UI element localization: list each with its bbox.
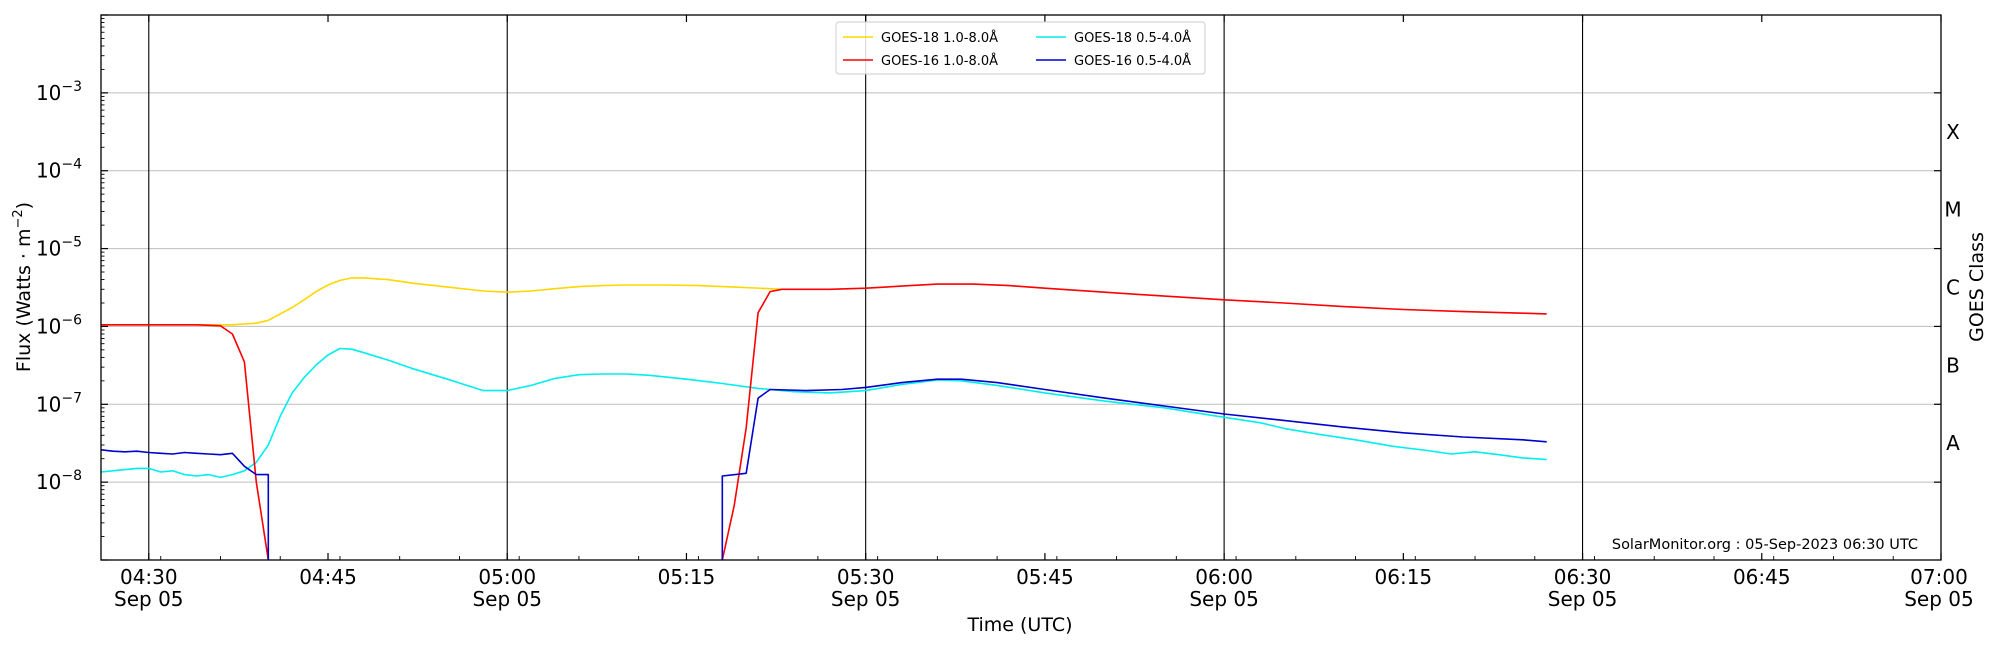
goes-class-label: X [1946,120,1960,144]
legend-label: GOES-16 0.5-4.0Å [1074,53,1191,69]
legend: GOES-18 1.0-8.0Å GOES-16 1.0-8.0Å GOES-18 … [835,21,1206,75]
x-tick-label: 05:45 [1016,565,1074,589]
series-line [101,277,783,326]
goes-class-label: M [1944,198,1961,222]
x-tick-label: 04:45 [299,565,357,589]
x-tick-label: 06:15 [1375,565,1433,589]
goes-class-label: A [1946,431,1960,455]
x-tick-label: 05:30 [837,565,895,589]
y-tick-label: 10−5 [36,235,82,261]
series-line [101,283,1547,561]
series-lines [100,277,1547,561]
x-axis-label: Time (UTC) [966,614,1072,636]
goes-class-label: B [1946,353,1960,377]
x-tick-date-label: Sep 05 [1189,587,1259,611]
plot-frame [100,14,1942,561]
x-tick-label: 04:30 [120,565,178,589]
grid-lines [101,92,1941,483]
x-tick-date-label: Sep 05 [831,587,901,611]
y-axis-ticks: 10−3 10−4 10−5 10−6 10−7 10−8 [36,14,1941,561]
x-tick-date-label: Sep 05 [1904,587,1974,611]
y-axis-label: Flux (Watts · m−2) [11,202,35,372]
series-line [100,347,1547,479]
y-tick-label: 10−7 [36,390,82,416]
x-tick-label: 06:00 [1195,565,1253,589]
y-tick-label: 10−6 [36,312,82,338]
x-tick-label: 06:30 [1554,565,1612,589]
x-tick-label: 07:00 [1910,565,1968,589]
right-axis-label: GOES Class [1966,232,1988,342]
goes-class-label: C [1946,276,1960,300]
goes-class-labels: X M C B A [1944,120,1961,455]
x-tick-label: 05:15 [658,565,716,589]
series-line [100,378,1547,560]
legend-box [835,21,1206,75]
x-tick-date-label: Sep 05 [1548,587,1618,611]
x-tick-label: 05:00 [478,565,536,589]
x-tick-label: 06:45 [1733,565,1791,589]
legend-label: GOES-18 0.5-4.0Å [1074,30,1191,46]
x-tick-date-label: Sep 05 [472,587,542,611]
y-tick-label: 10−3 [36,79,82,105]
credit-text: SolarMonitor.org : 05-Sep-2023 06:30 UTC [1612,537,1918,553]
legend-label: GOES-16 1.0-8.0Å [881,53,998,69]
legend-label: GOES-18 1.0-8.0Å [881,30,998,46]
y-tick-label: 10−8 [36,468,82,494]
x-tick-date-label: Sep 05 [114,587,184,611]
y-tick-label: 10−4 [36,157,82,183]
